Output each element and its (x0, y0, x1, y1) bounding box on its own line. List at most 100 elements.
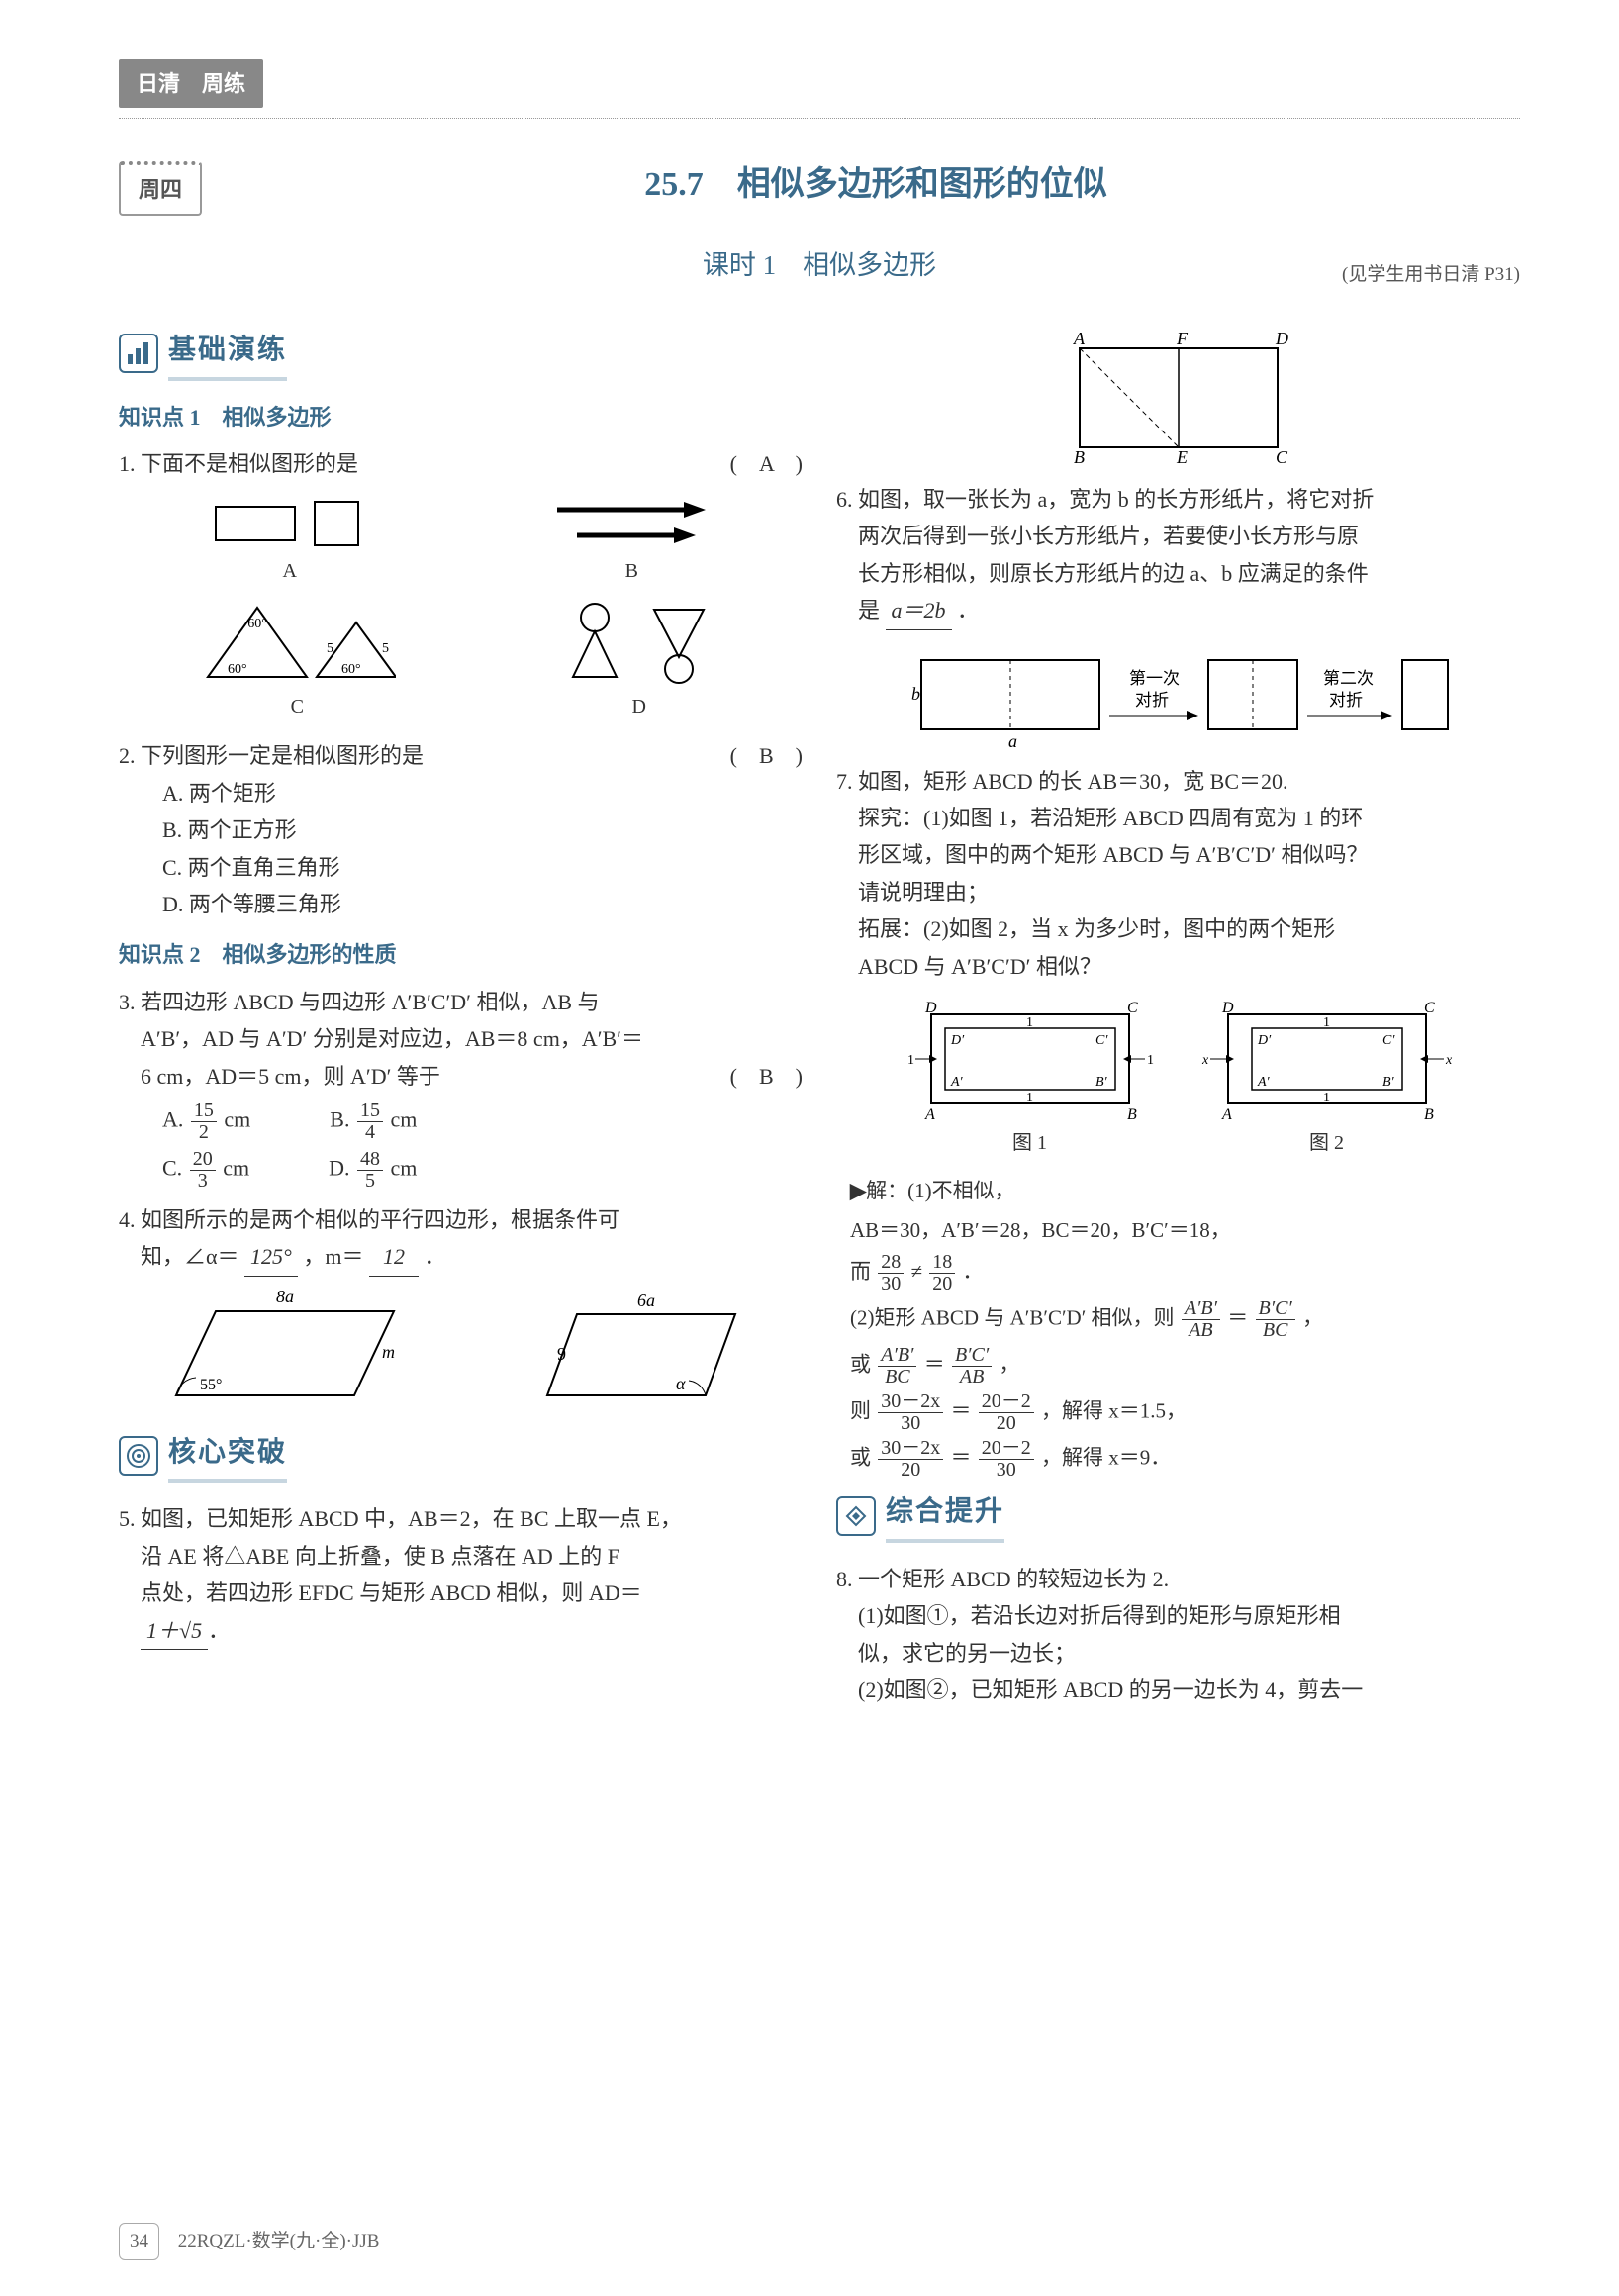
q7-l1: 7. 如图，矩形 ABCD 的长 AB＝30，宽 BC＝20. (836, 763, 1520, 800)
svg-text:A: A (924, 1106, 935, 1123)
target-icon (119, 1436, 158, 1476)
svg-text:F: F (1176, 329, 1189, 348)
q4-blank-alpha: 125° (244, 1238, 298, 1276)
svg-text:9: 9 (557, 1344, 566, 1364)
arrow-cycle-icon (836, 1496, 876, 1536)
q1-text: 1. 下面不是相似图形的是 (119, 445, 358, 482)
svg-text:A′: A′ (1257, 1075, 1271, 1090)
q3-line3: 6 cm，AD＝5 cm，则 A′D′ 等于 (119, 1058, 440, 1095)
svg-text:C′: C′ (1095, 1033, 1108, 1048)
svg-text:x: x (1445, 1053, 1453, 1068)
q4-end: ． (424, 1244, 445, 1269)
q4-line1: 4. 如图所示的是两个相似的平行四边形，根据条件可 (119, 1201, 803, 1238)
q5-l2: 沿 AE 将△ABE 向上折叠，使 B 点落在 AD 上的 F (119, 1538, 803, 1575)
q3-answer: ( B ) (730, 1058, 803, 1095)
page-footer: 34 22RQZL·数学(九·全)·JJB (119, 2223, 379, 2260)
q7-l3: 形区域，图中的两个矩形 ABCD 与 A′B′C′D′ 相似吗？ (836, 836, 1520, 873)
svg-text:1: 1 (1147, 1053, 1154, 1068)
svg-text:C: C (1424, 1000, 1435, 1016)
q7-l6: ABCD 与 A′B′C′D′ 相似？ (836, 948, 1520, 985)
q7-sol-s1: AB＝30，A′B′＝28，BC＝20，B′C′＝18， (850, 1213, 1520, 1249)
q6-end: ． (957, 598, 979, 622)
q7-caption-2: 图 2 (1198, 1126, 1456, 1160)
q7-caption-1: 图 1 (902, 1126, 1159, 1160)
section-comp-title: 综合提升 (886, 1488, 1004, 1543)
svg-text:对折: 对折 (1135, 691, 1169, 710)
q7-diagrams: D C A B D′ C′ A′ B′ 1 1 1 1 (836, 995, 1520, 1160)
svg-text:5: 5 (327, 641, 333, 656)
question-2: 2. 下列图形一定是相似图形的是 ( B ) A. 两个矩形 B. 两个正方形 … (119, 737, 803, 922)
svg-text:C: C (1127, 1000, 1138, 1016)
question-1: 1. 下面不是相似图形的是 ( A ) A B (119, 445, 803, 723)
q1-opt-c: C (198, 690, 396, 723)
svg-text:第一次: 第一次 (1129, 669, 1180, 688)
q3-line2: A′B′，AD 与 A′D′ 分别是对应边，AB＝8 cm，A′B′＝ (119, 1020, 803, 1057)
q5-blank: 1＋√5 (141, 1612, 208, 1650)
svg-text:1: 1 (1026, 1015, 1033, 1030)
svg-text:A: A (1073, 329, 1086, 348)
svg-text:C′: C′ (1382, 1033, 1395, 1048)
svg-text:60°: 60° (247, 617, 267, 631)
q3-choice-b: B. 154 cm (330, 1100, 417, 1143)
reference-note: (见学生用书日清 P31) (1342, 259, 1520, 291)
question-4: 4. 如图所示的是两个相似的平行四边形，根据条件可 知，∠α＝ 125° ，m＝… (119, 1201, 803, 1415)
main-title: 25.7 相似多边形和图形的位似 (644, 166, 1107, 203)
page-number: 34 (119, 2223, 159, 2260)
q3-choice-c: C. 203 cm (162, 1149, 249, 1192)
q6-l2: 两次后得到一张小长方形纸片，若要使小长方形与原 (836, 518, 1520, 554)
q4-line2-pre: 知，∠α＝ (119, 1244, 239, 1269)
question-8: 8. 一个矩形 ABCD 的较短边长为 2. (1)如图①，若沿长边对折后得到的… (836, 1561, 1520, 1709)
q4-blank-m: 12 (369, 1238, 419, 1276)
svg-text:55°: 55° (200, 1377, 222, 1393)
q8-l4: (2)如图②，已知矩形 ABCD 的另一边长为 4，剪去一 (836, 1672, 1520, 1708)
q6-diagram: b a 第一次 对折 第二次 对折 (836, 640, 1520, 749)
svg-text:D: D (924, 1000, 937, 1016)
q6-l1: 6. 如图，取一张长为 a，宽为 b 的长方形纸片，将它对折 (836, 481, 1520, 518)
sub-title: 课时 1 相似多边形 (119, 243, 1520, 289)
question-5: 5. 如图，已知矩形 ABCD 中，AB＝2，在 BC 上取一点 E， 沿 AE… (119, 1500, 803, 1650)
q2-choice-c: C. 两个直角三角形 (162, 849, 803, 886)
svg-text:D: D (1221, 1000, 1234, 1016)
q8-l2: (1)如图①，若沿长边对折后得到的矩形与原矩形相 (836, 1597, 1520, 1634)
knowledge-point-2: 知识点 2 相似多边形的性质 (119, 936, 803, 973)
q8-l3: 似，求它的另一边长； (836, 1635, 1520, 1672)
q6-blank: a＝2b (886, 592, 952, 629)
question-6: 6. 如图，取一张长为 a，宽为 b 的长方形纸片，将它对折 两次后得到一张小长… (836, 481, 1520, 749)
q6-l4-pre: 是 (836, 598, 880, 622)
svg-text:B′: B′ (1382, 1075, 1395, 1090)
q2-answer: ( B ) (730, 737, 803, 774)
svg-text:8a: 8a (276, 1287, 294, 1306)
footer-code: 22RQZL·数学(九·全)·JJB (178, 2231, 380, 2251)
q5-l1: 5. 如图，已知矩形 ABCD 中，AB＝2，在 BC 上取一点 E， (119, 1500, 803, 1537)
right-column: A F D B E C 6. 如图，取一张长为 a，宽为 b 的长方形纸片，将它… (836, 319, 1520, 1714)
svg-text:D′: D′ (950, 1033, 965, 1048)
svg-text:1: 1 (907, 1053, 914, 1068)
svg-text:B: B (1127, 1106, 1137, 1123)
q1-answer: ( A ) (730, 445, 803, 482)
section-comp-heading: 综合提升 (836, 1488, 1520, 1543)
question-3: 3. 若四边形 ABCD 与四边形 A′B′C′D′ 相似，AB 与 A′B′，… (119, 984, 803, 1192)
q1-diagram: A B 60°60°5560° C (119, 492, 803, 723)
svg-text:D′: D′ (1257, 1033, 1272, 1048)
svg-text:B: B (1424, 1106, 1434, 1123)
q4-mid: ，m＝ (303, 1244, 363, 1269)
q1-opt-b: B (547, 554, 715, 588)
svg-text:m: m (382, 1342, 395, 1362)
section-core-title: 核心突破 (168, 1429, 287, 1483)
svg-text:60°: 60° (228, 662, 247, 677)
q6-l3: 长方形相似，则原长方形纸片的边 a、b 应满足的条件 (836, 555, 1520, 592)
q7-solution: ▶解：(1)不相似， AB＝30，A′B′＝28，BC＝20，B′C′＝18， … (850, 1174, 1520, 1481)
svg-text:1: 1 (1026, 1091, 1033, 1105)
q2-text: 2. 下列图形一定是相似图形的是 (119, 737, 424, 774)
section-basic-title: 基础演练 (168, 327, 287, 381)
knowledge-point-1: 知识点 1 相似多边形 (119, 399, 803, 435)
svg-text:D: D (1275, 329, 1288, 348)
q3-choice-a: A. 152 cm (162, 1100, 250, 1143)
svg-text:C: C (1276, 447, 1288, 467)
q2-choice-d: D. 两个等腰三角形 (162, 886, 803, 922)
section-basic-heading: 基础演练 (119, 327, 803, 381)
header-bar: 日清 周练 (119, 59, 263, 108)
q5-l3: 点处，若四边形 EFDC 与矩形 ABCD 相似，则 AD＝ (119, 1575, 803, 1611)
svg-text:α: α (676, 1374, 686, 1393)
q5-end: ． (208, 1618, 230, 1643)
